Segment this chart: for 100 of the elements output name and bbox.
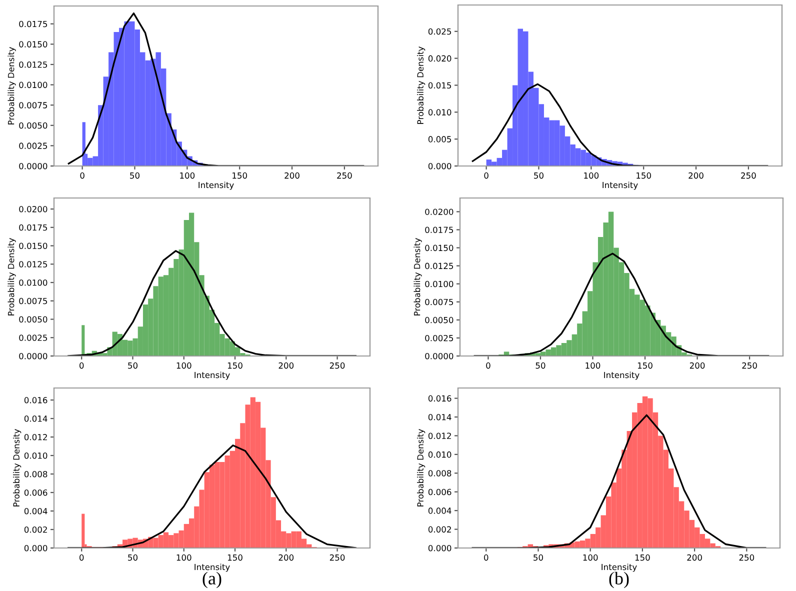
y-tick-label: 0.0125 [19, 61, 48, 68]
y-axis-title: Probability Density [417, 46, 426, 124]
x-tick-label: 50 [536, 362, 546, 369]
y-tick-label: 0.008 [428, 470, 452, 476]
x-tick-label: 250 [742, 362, 757, 369]
x-tick-label: 100 [586, 362, 600, 369]
y-tick-label: 0.0075 [425, 298, 454, 306]
y-axis-title: Probability Density [414, 238, 422, 316]
x-axis-title: Intensity [602, 564, 637, 572]
y-tick-label: 0.0050 [19, 122, 48, 129]
x-tick-label: 50 [128, 554, 138, 561]
y-tick-label: 0.0000 [19, 352, 48, 360]
x-tick-label: 150 [635, 554, 650, 561]
y-tick-label: 0.010 [24, 452, 48, 459]
y-tick-label: 0.002 [428, 526, 451, 533]
x-tick-label: 200 [688, 172, 704, 179]
x-tick-label: 50 [534, 554, 543, 561]
x-tick-label: 150 [228, 362, 242, 369]
y-tick-label: 0.004 [428, 508, 452, 514]
x-axis-title: Intensity [198, 182, 234, 190]
x-tick-label: 200 [278, 554, 294, 561]
x-tick-label: 250 [330, 554, 345, 561]
x-tick-label: 0 [80, 362, 84, 369]
y-tick-label: 0.0025 [425, 334, 454, 342]
x-tick-label: 250 [739, 554, 754, 561]
x-axis-title: Intensity [602, 182, 638, 190]
y-axis-title: Probability Density [8, 238, 16, 316]
y-tick-label: 0.0125 [425, 262, 454, 270]
y-tick-label: 0.002 [24, 526, 47, 533]
y-tick-label: 0.012 [24, 434, 47, 440]
y-tick-label: 0.0000 [425, 352, 454, 360]
x-tick-label: 100 [584, 172, 599, 179]
y-axis-title: Probability Density [13, 429, 22, 506]
y-tick-label: 0.025 [428, 28, 452, 35]
y-tick-label: 0.0050 [19, 316, 48, 323]
y-tick-label: 0.0100 [19, 82, 48, 88]
x-tick-label: 0 [486, 362, 490, 369]
x-axis-title: Intensity [194, 372, 230, 380]
y-tick-label: 0.0100 [19, 279, 48, 286]
x-tick-label: 150 [638, 362, 652, 369]
text: (a) [202, 572, 222, 588]
y-tick-label: 0.016 [428, 395, 452, 402]
x-tick-label: 250 [741, 172, 756, 179]
y-axis-title: Probability Density [8, 47, 16, 124]
y-axis-title: Probability Density [417, 429, 426, 506]
x-tick-label: 50 [128, 362, 138, 369]
x-tick-label: 100 [176, 362, 192, 369]
y-tick-label: 0.010 [428, 451, 452, 458]
y-tick-label: 0.010 [428, 109, 452, 116]
x-tick-label: 250 [337, 172, 352, 179]
y-tick-label: 0.006 [428, 488, 452, 496]
y-tick-label: 0.0150 [425, 244, 454, 252]
y-tick-label: 0.016 [24, 397, 48, 404]
y-tick-label: 0.000 [24, 544, 48, 552]
y-tick-label: 0.008 [24, 470, 48, 478]
y-tick-label: 0.000 [428, 162, 452, 170]
y-tick-label: 0.020 [428, 55, 452, 62]
x-tick-label: 250 [330, 362, 345, 369]
x-tick-label: 200 [687, 554, 702, 561]
y-tick-label: 0.0200 [425, 208, 454, 215]
y-tick-label: 0.0150 [19, 242, 48, 250]
y-tick-label: 0.0100 [425, 280, 454, 288]
x-tick-label: 150 [636, 172, 651, 179]
y-tick-label: 0.014 [428, 414, 452, 420]
y-tick-label: 0.004 [24, 508, 48, 514]
y-tick-label: 0.0050 [425, 316, 454, 324]
y-tick-label: 0.0025 [19, 334, 48, 341]
x-axis-title: Intensity [604, 372, 640, 380]
x-tick-label: 150 [232, 172, 247, 179]
x-tick-label: 50 [534, 172, 544, 179]
x-tick-label: 200 [278, 362, 294, 369]
y-tick-label: 0.0175 [425, 226, 454, 234]
y-tick-label: 0.0150 [19, 41, 48, 48]
x-tick-label: 0 [484, 554, 488, 561]
x-tick-label: 200 [284, 172, 300, 179]
x-tick-label: 100 [583, 554, 598, 561]
y-tick-label: 0.0025 [19, 142, 48, 149]
x-tick-label: 0 [484, 172, 488, 179]
y-tick-label: 0.0200 [19, 206, 48, 212]
x-tick-label: 100 [176, 554, 192, 561]
y-tick-label: 0.0175 [19, 20, 48, 28]
x-tick-label: 50 [130, 172, 140, 179]
x-tick-label: 200 [690, 362, 705, 369]
y-tick-label: 0.014 [24, 416, 48, 422]
y-tick-label: 0.0125 [19, 261, 48, 268]
y-tick-label: 0.0175 [19, 224, 48, 231]
x-tick-label: 100 [180, 172, 195, 179]
x-tick-label: 0 [80, 172, 84, 179]
text: (b) [609, 572, 629, 588]
y-tick-label: 0.006 [24, 489, 48, 496]
y-tick-label: 0.0000 [19, 162, 48, 170]
y-tick-label: 0.012 [428, 432, 451, 440]
x-axis-title: Intensity [194, 564, 230, 572]
x-tick-label: 150 [228, 554, 242, 561]
y-tick-label: 0.0075 [19, 102, 48, 108]
y-tick-label: 0.015 [428, 82, 452, 89]
x-tick-label: 0 [80, 554, 84, 561]
y-tick-label: 0.0075 [19, 298, 48, 304]
y-tick-label: 0.000 [428, 544, 452, 552]
y-tick-label: 0.005 [428, 136, 452, 142]
